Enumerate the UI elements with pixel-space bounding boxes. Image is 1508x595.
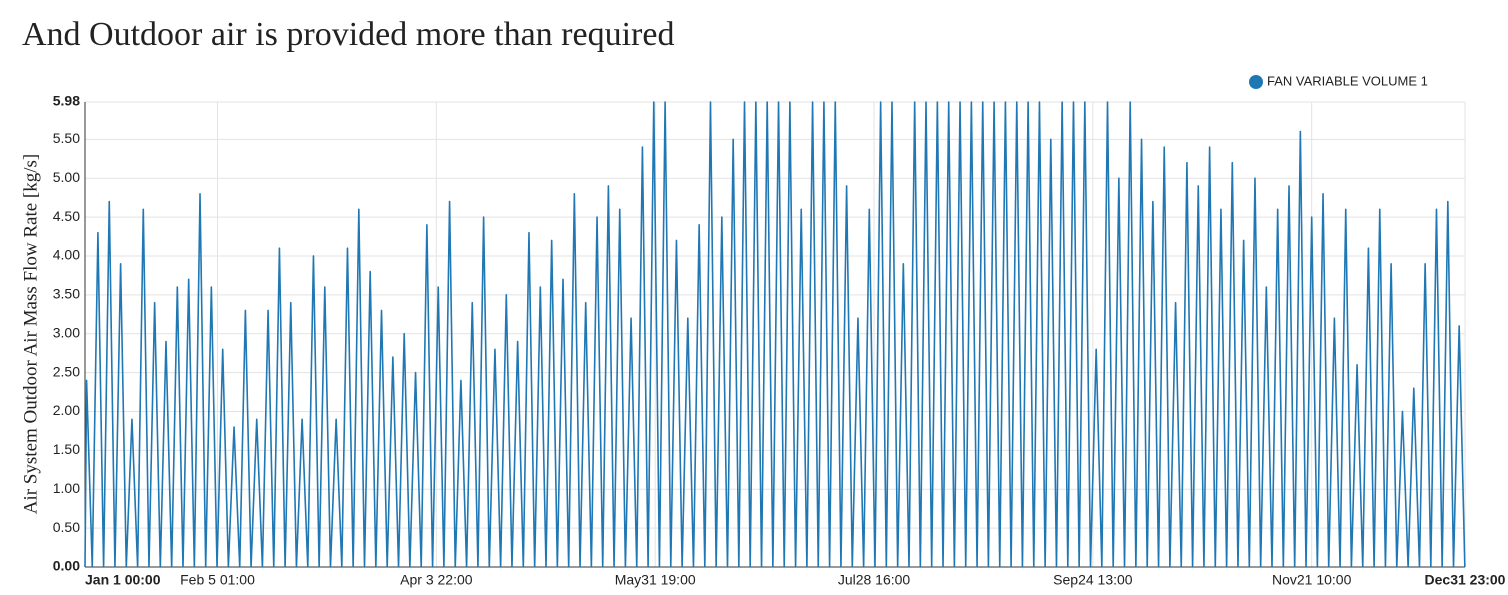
- y-tick-label: 0.00: [53, 558, 80, 574]
- x-tick-label: Nov21 10:00: [1272, 572, 1352, 588]
- y-tick-label: 1.50: [53, 441, 80, 457]
- y-tick-label: 0.50: [53, 519, 80, 535]
- legend-marker: [1249, 75, 1263, 89]
- y-tick-label: 5.98: [53, 93, 80, 109]
- y-tick-label: 3.00: [53, 324, 80, 340]
- x-tick-label: Jul28 16:00: [838, 572, 911, 588]
- y-tick-label: 3.50: [53, 286, 80, 302]
- series-line: [84, 101, 1466, 568]
- y-tick-label: 4.50: [53, 208, 80, 224]
- y-tick-label: 2.00: [53, 402, 80, 418]
- legend-label: FAN VARIABLE VOLUME 1: [1267, 73, 1428, 88]
- y-tick-label: 4.00: [53, 247, 80, 263]
- x-tick-label: Sep24 13:00: [1053, 572, 1133, 588]
- chart-title: And Outdoor air is provided more than re…: [22, 16, 674, 53]
- x-tick-label: Jan 1 00:00: [85, 572, 161, 588]
- y-tick-label: 5.00: [53, 169, 80, 185]
- x-tick-label: May31 19:00: [615, 572, 696, 588]
- y-tick-label: 2.50: [53, 363, 80, 379]
- y-axis-label: Air System Outdoor Air Mass Flow Rate [k…: [20, 154, 41, 514]
- y-tick-label: 5.50: [53, 130, 80, 146]
- x-tick-label: Apr 3 22:00: [400, 572, 473, 588]
- y-tick-label: 1.00: [53, 480, 80, 496]
- x-tick-label: Dec31 23:00: [1425, 572, 1506, 588]
- x-tick-label: Feb 5 01:00: [180, 572, 255, 588]
